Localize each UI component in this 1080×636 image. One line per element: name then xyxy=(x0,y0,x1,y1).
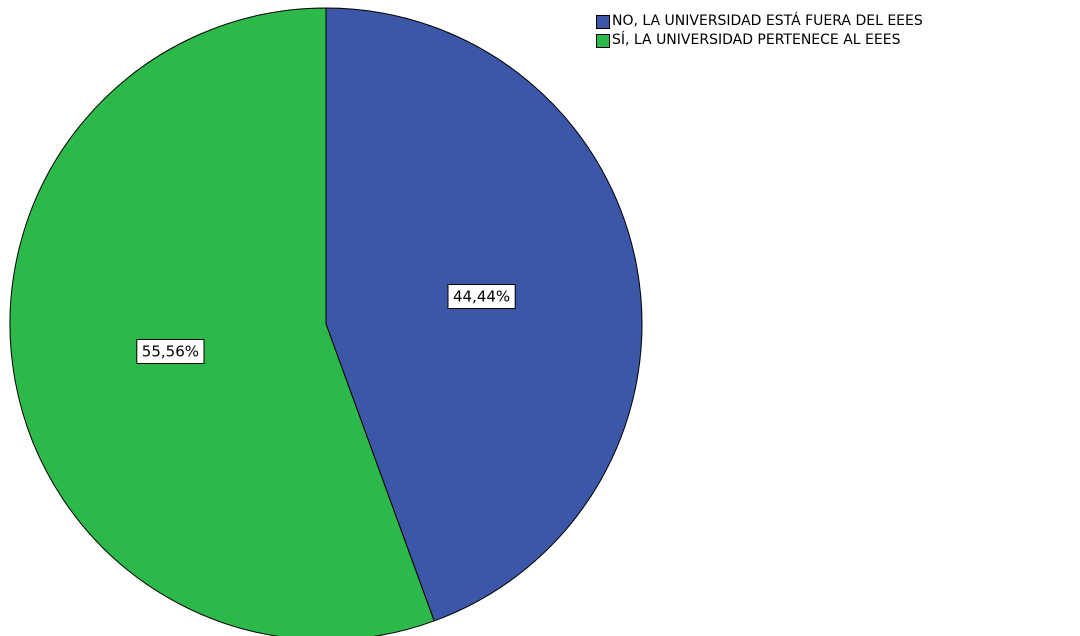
legend-label-si: SÍ, LA UNIVERSIDAD PERTENECE AL EEES xyxy=(612,32,901,48)
pie-data-label-box-1 xyxy=(136,338,205,364)
pie-data-label-0: 44,44% xyxy=(447,284,516,310)
pie-slice-1 xyxy=(9,7,435,636)
pie-data-label-text-0: 44,44% xyxy=(453,288,510,306)
legend: NO, LA UNIVERSIDAD ESTÁ FUERA DEL EEES S… xyxy=(596,12,923,50)
pie-slice-0 xyxy=(325,7,643,622)
pie-data-labels: 44,44% 55,56% xyxy=(136,284,516,364)
legend-item-no: NO, LA UNIVERSIDAD ESTÁ FUERA DEL EEES xyxy=(596,12,923,31)
pie-data-label-1: 55,56% xyxy=(136,338,205,364)
legend-item-si: SÍ, LA UNIVERSIDAD PERTENECE AL EEES xyxy=(596,31,923,50)
legend-swatch-si xyxy=(596,33,610,48)
pie-data-label-box-0 xyxy=(447,284,516,310)
legend-label-no: NO, LA UNIVERSIDAD ESTÁ FUERA DEL EEES xyxy=(612,13,923,29)
pie-slices xyxy=(9,7,643,636)
pie-data-label-text-1: 55,56% xyxy=(142,342,199,360)
legend-swatch-no xyxy=(596,14,610,29)
